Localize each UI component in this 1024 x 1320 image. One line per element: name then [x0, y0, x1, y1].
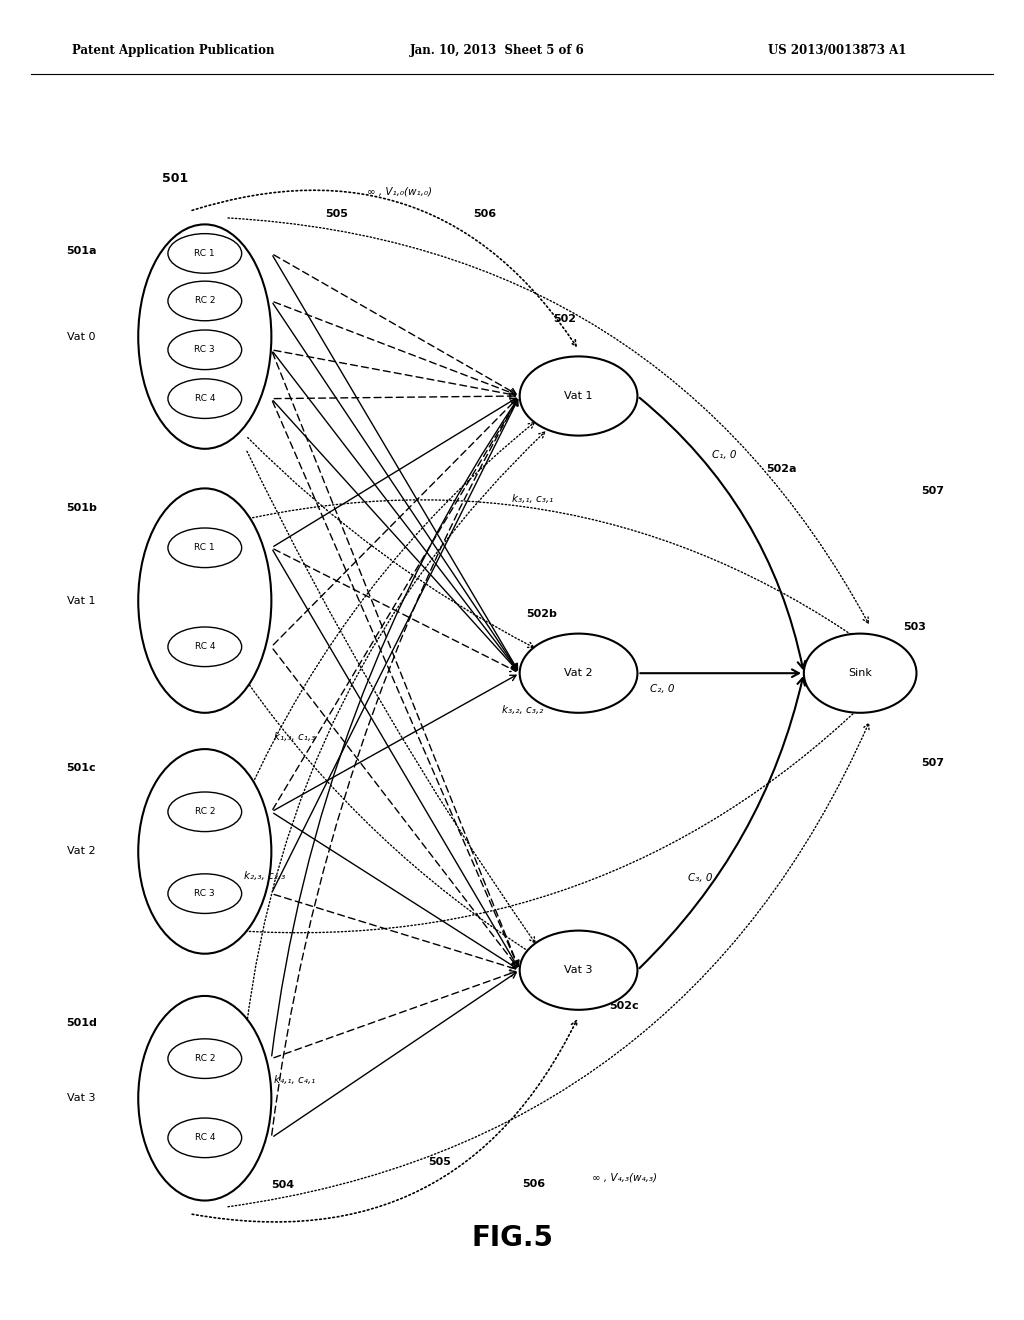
FancyArrowPatch shape	[274, 895, 516, 970]
FancyArrowPatch shape	[273, 255, 516, 393]
Ellipse shape	[168, 528, 242, 568]
Text: 502: 502	[553, 314, 575, 325]
Text: 506: 506	[522, 1179, 546, 1189]
Text: RC 4: RC 4	[195, 1134, 215, 1142]
FancyArrowPatch shape	[640, 397, 805, 668]
Text: ∞ , V₄,₃(w₄,₃): ∞ , V₄,₃(w₄,₃)	[592, 1172, 656, 1183]
FancyArrowPatch shape	[273, 399, 516, 546]
Text: US 2013/0013873 A1: US 2013/0013873 A1	[768, 44, 906, 57]
Text: 506: 506	[473, 209, 497, 219]
FancyArrowPatch shape	[271, 400, 517, 1056]
FancyArrowPatch shape	[272, 400, 518, 891]
FancyArrowPatch shape	[274, 970, 516, 1057]
Ellipse shape	[519, 931, 637, 1010]
FancyArrowPatch shape	[273, 973, 516, 1137]
FancyArrowPatch shape	[274, 350, 515, 397]
Text: 501d: 501d	[67, 1018, 97, 1028]
FancyArrowPatch shape	[273, 401, 517, 671]
Text: 502b: 502b	[526, 609, 557, 619]
Ellipse shape	[519, 634, 637, 713]
Ellipse shape	[168, 379, 242, 418]
Ellipse shape	[804, 634, 916, 713]
Text: k₃,₂, c₃,₂: k₃,₂, c₃,₂	[502, 705, 543, 715]
Text: 502c: 502c	[609, 1001, 639, 1011]
Text: RC 1: RC 1	[195, 544, 215, 552]
Text: k₁,₃, c₁,₃: k₁,₃, c₁,₃	[274, 731, 315, 742]
FancyArrowPatch shape	[273, 649, 517, 966]
Text: RC 3: RC 3	[195, 346, 215, 354]
Text: Vat 2: Vat 2	[564, 668, 593, 678]
Ellipse shape	[138, 488, 271, 713]
Text: 501a: 501a	[67, 246, 97, 256]
Ellipse shape	[138, 995, 271, 1201]
Ellipse shape	[519, 356, 637, 436]
Text: Jan. 10, 2013  Sheet 5 of 6: Jan. 10, 2013 Sheet 5 of 6	[410, 44, 585, 57]
Ellipse shape	[168, 330, 242, 370]
Text: 503: 503	[903, 622, 926, 632]
Ellipse shape	[168, 874, 242, 913]
Text: Vat 1: Vat 1	[564, 391, 593, 401]
FancyArrowPatch shape	[273, 304, 517, 669]
FancyArrowPatch shape	[272, 400, 517, 809]
Text: RC 4: RC 4	[195, 643, 215, 651]
Text: 505: 505	[428, 1156, 451, 1167]
Text: Patent Application Publication: Patent Application Publication	[72, 44, 274, 57]
Ellipse shape	[138, 224, 271, 449]
FancyArrowPatch shape	[273, 352, 517, 669]
FancyArrowPatch shape	[273, 676, 516, 810]
Text: k₄,₁, c₄,₁: k₄,₁, c₄,₁	[274, 1074, 315, 1085]
Text: RC 2: RC 2	[195, 297, 215, 305]
Text: k₃,₁, c₃,₁: k₃,₁, c₃,₁	[512, 494, 553, 504]
Text: 507: 507	[922, 758, 944, 768]
Text: 505: 505	[326, 209, 348, 219]
FancyArrowPatch shape	[274, 393, 515, 399]
FancyArrowPatch shape	[272, 550, 517, 966]
Text: Vat 2: Vat 2	[67, 846, 95, 857]
Text: C₂, 0: C₂, 0	[650, 684, 675, 694]
Text: RC 3: RC 3	[195, 890, 215, 898]
Ellipse shape	[168, 792, 242, 832]
FancyArrowPatch shape	[274, 302, 516, 396]
Text: C₁, 0: C₁, 0	[712, 450, 736, 461]
Ellipse shape	[138, 750, 271, 953]
Text: 501b: 501b	[67, 503, 97, 513]
Text: 507: 507	[922, 486, 944, 496]
Ellipse shape	[168, 281, 242, 321]
Text: Vat 0: Vat 0	[67, 331, 95, 342]
FancyArrowPatch shape	[273, 399, 517, 645]
FancyArrowPatch shape	[639, 678, 805, 969]
FancyArrowPatch shape	[271, 400, 517, 1135]
Text: 501: 501	[162, 172, 188, 185]
Text: 501c: 501c	[67, 763, 96, 774]
Text: RC 4: RC 4	[195, 395, 215, 403]
FancyArrowPatch shape	[272, 352, 519, 966]
FancyArrowPatch shape	[272, 256, 517, 669]
Text: Vat 3: Vat 3	[564, 965, 593, 975]
Text: RC 2: RC 2	[195, 808, 215, 816]
Text: ∞ , V₁,₀(w₁,₀): ∞ , V₁,₀(w₁,₀)	[367, 186, 431, 197]
Text: 502a: 502a	[766, 463, 797, 474]
Text: RC 1: RC 1	[195, 249, 215, 257]
Text: Vat 3: Vat 3	[67, 1093, 95, 1104]
Ellipse shape	[168, 627, 242, 667]
Text: k₂,₃, c₂,₃: k₂,₃, c₂,₃	[244, 871, 285, 882]
Text: RC 2: RC 2	[195, 1055, 215, 1063]
Ellipse shape	[168, 234, 242, 273]
Text: C₃, 0: C₃, 0	[688, 873, 713, 883]
FancyArrowPatch shape	[273, 549, 516, 672]
Text: Sink: Sink	[848, 668, 872, 678]
Text: 504: 504	[271, 1180, 295, 1191]
FancyArrowPatch shape	[640, 669, 799, 677]
Ellipse shape	[168, 1039, 242, 1078]
Text: FIG.5: FIG.5	[471, 1224, 553, 1253]
FancyArrowPatch shape	[272, 401, 518, 966]
Text: Vat 1: Vat 1	[67, 595, 95, 606]
Ellipse shape	[168, 1118, 242, 1158]
FancyArrowPatch shape	[273, 813, 516, 968]
